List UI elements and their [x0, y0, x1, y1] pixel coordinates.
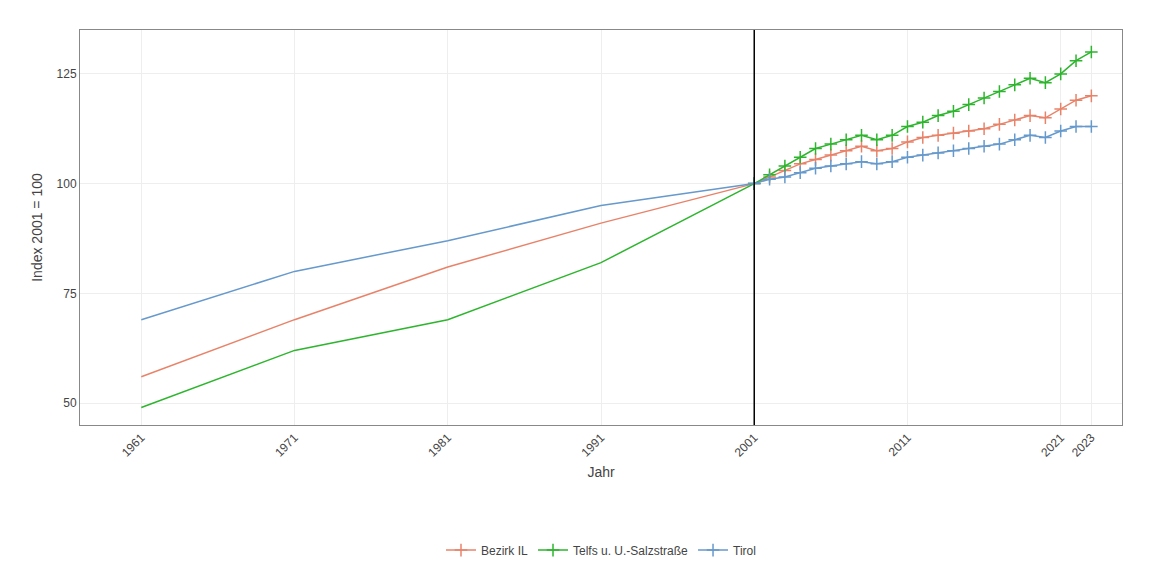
svg-text:2001: 2001: [732, 431, 761, 460]
svg-text:2023: 2023: [1069, 431, 1098, 460]
svg-text:125: 125: [57, 67, 77, 81]
svg-text:1971: 1971: [272, 431, 301, 460]
svg-text:Index 2001 = 100: Index 2001 = 100: [29, 173, 45, 282]
svg-text:75: 75: [63, 287, 77, 301]
svg-text:Telfs u. U.-Salzstraße: Telfs u. U.-Salzstraße: [573, 544, 688, 558]
svg-text:Bezirk IL: Bezirk IL: [481, 544, 528, 558]
svg-text:Jahr: Jahr: [587, 464, 615, 480]
svg-text:1991: 1991: [579, 431, 608, 460]
svg-text:2021: 2021: [1038, 431, 1067, 460]
svg-text:100: 100: [57, 177, 77, 191]
svg-text:1961: 1961: [119, 431, 148, 460]
svg-text:Tirol: Tirol: [733, 544, 756, 558]
svg-text:2011: 2011: [886, 431, 914, 459]
svg-text:1981: 1981: [425, 431, 454, 460]
svg-text:50: 50: [63, 396, 77, 410]
